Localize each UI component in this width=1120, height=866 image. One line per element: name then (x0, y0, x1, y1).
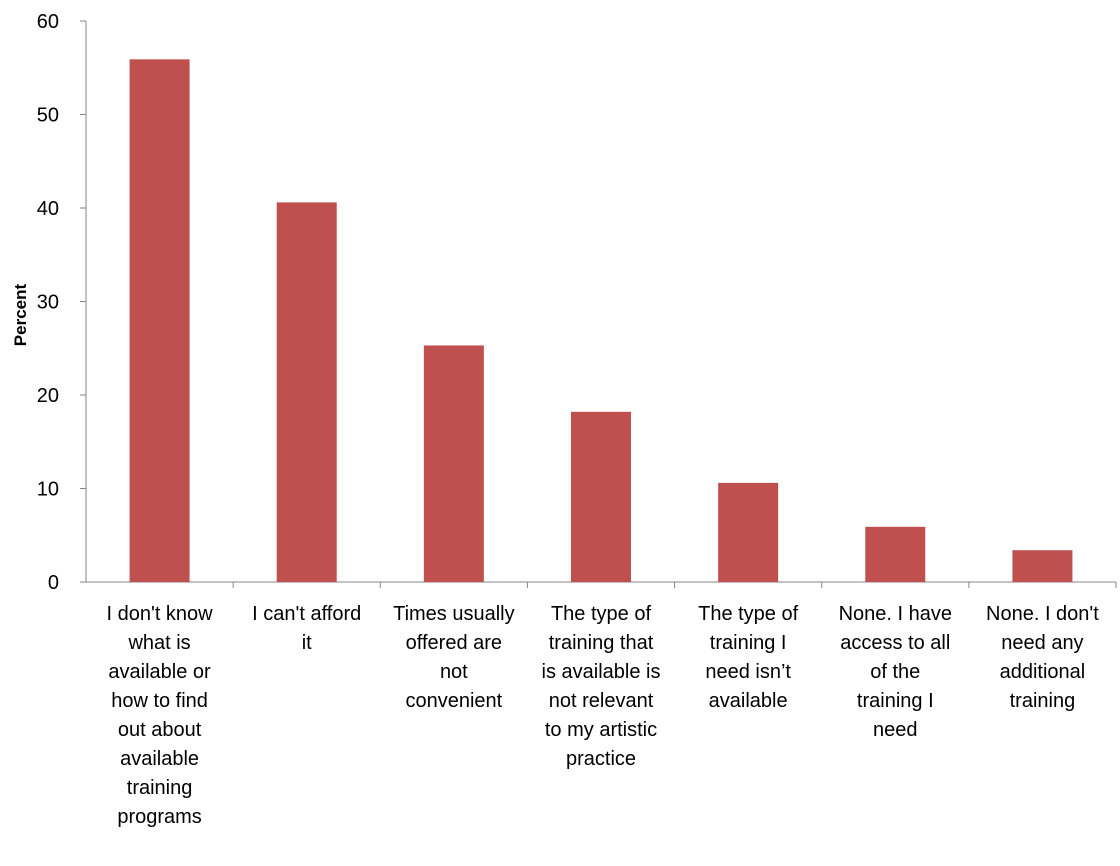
x-category-label-line: The type of (698, 603, 799, 625)
x-category-label-line: practice (566, 748, 636, 770)
x-category-label-line: I don't know (107, 603, 214, 625)
x-category-label-line: available (120, 748, 199, 770)
bar (1012, 550, 1073, 582)
x-category-label-line: out about (118, 719, 202, 741)
x-category-label-line: not relevant (549, 690, 654, 712)
y-tick-label: 50 (37, 105, 59, 127)
y-tick-label: 20 (37, 385, 59, 407)
x-category-label-line: available or (108, 661, 211, 683)
bar (718, 482, 779, 582)
x-category-label-line: None. I don't (986, 603, 1099, 625)
bar (423, 345, 484, 582)
x-category-label-line: The type of (551, 603, 652, 625)
x-category-label-line: None. I have (839, 603, 952, 625)
x-category-label-line: training that (549, 632, 654, 654)
x-category-label-line: I can't afford (252, 603, 361, 625)
y-tick-label: 0 (48, 572, 59, 594)
y-tick-label: 40 (37, 198, 59, 220)
bar (571, 411, 631, 582)
x-category-label-line: training (1010, 690, 1076, 712)
bar (129, 59, 190, 582)
x-category-label-line: available (709, 690, 788, 712)
y-tick-label: 60 (37, 11, 59, 33)
x-category-label-line: offered are (406, 632, 502, 654)
x-category-label-line: need any (1001, 632, 1083, 654)
bar (865, 526, 926, 582)
x-category-label-line: it (302, 632, 312, 654)
x-category-label-line: is available is (542, 661, 661, 683)
x-category-label-line: what is (127, 632, 190, 654)
x-category-label: I don't know what is available or how to fi… (107, 603, 214, 828)
y-axis-label: Percent (11, 283, 30, 346)
x-category-label-line: not (440, 661, 468, 683)
x-category-label-line: Times usually (393, 603, 515, 625)
x-category-label: None. I have access to all of the training … (839, 603, 952, 741)
x-category-label: None. I don't need any additional training (986, 603, 1099, 712)
x-category-label-line: training (127, 777, 193, 799)
bar (276, 202, 337, 582)
x-category-label-line: of the (870, 661, 920, 683)
x-category-label-line: programs (117, 806, 201, 828)
x-category-label-line: need (873, 719, 918, 741)
x-category-label-line: additional (1000, 661, 1086, 683)
x-category-label-line: training I (710, 632, 787, 654)
x-category-label-line: to my artistic (545, 719, 657, 741)
x-category-label: Times usually offered are not convenient (393, 603, 515, 712)
x-category-label-line: how to find (111, 690, 208, 712)
y-tick-label: 30 (37, 292, 59, 314)
y-tick-label: 10 (37, 479, 59, 501)
x-category-label-line: need isn’t (705, 661, 791, 683)
x-category-label-line: convenient (405, 690, 502, 712)
x-category-label-line: access to all (840, 632, 950, 654)
x-category-label: I can't afford it (252, 603, 361, 654)
x-category-label-line: training I (857, 690, 934, 712)
x-category-label: The type of training I need isn’t available (698, 603, 799, 712)
x-category-label: The type of training that is available is n… (542, 603, 661, 770)
